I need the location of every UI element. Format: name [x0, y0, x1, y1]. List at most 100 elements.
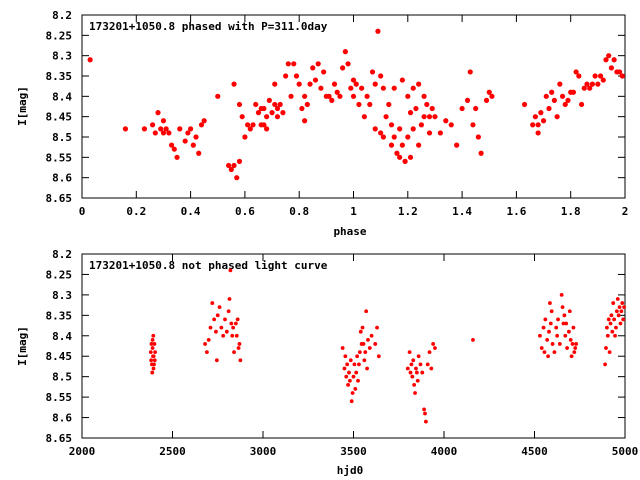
data-point: [607, 350, 612, 355]
data-point: [326, 93, 332, 99]
data-point: [163, 126, 169, 132]
data-point: [611, 57, 617, 63]
data-point: [274, 114, 281, 120]
data-point: [280, 110, 286, 116]
data-point: [174, 154, 180, 160]
data-point: [535, 130, 541, 136]
y-tick-label: 8.6: [52, 412, 72, 425]
data-point: [233, 321, 238, 326]
data-point: [346, 382, 350, 387]
data-point: [223, 317, 227, 322]
data-point: [399, 77, 405, 83]
data-point: [353, 387, 358, 391]
x-tick-label: 2000: [69, 445, 96, 458]
data-point: [413, 391, 417, 395]
data-point: [362, 358, 367, 363]
data-point: [554, 325, 559, 330]
data-point: [204, 350, 209, 355]
data-point: [421, 93, 427, 99]
data-point: [411, 358, 416, 363]
y-tick-label: 8.3: [52, 50, 72, 63]
y-tick-label: 8.25: [46, 29, 73, 42]
data-point: [277, 101, 283, 108]
data-point: [353, 81, 359, 87]
data-point: [151, 366, 156, 371]
data-point: [548, 321, 553, 326]
data-point: [150, 370, 155, 375]
y-tick-label: 8.55: [46, 391, 73, 404]
data-point: [422, 407, 426, 412]
data-point: [397, 154, 403, 160]
data-point: [302, 93, 308, 99]
data-point: [552, 350, 557, 355]
data-point: [166, 130, 172, 136]
data-point: [198, 122, 205, 128]
data-point: [188, 126, 194, 132]
data-point: [347, 378, 352, 383]
data-point: [538, 333, 542, 338]
data-point: [559, 292, 564, 297]
phased-light-curve-panel: 173201+1050.8 phased with P=311.0day pha…: [16, 9, 628, 238]
data-point: [160, 130, 167, 136]
chart-title: 173201+1050.8 not phased light curve: [89, 259, 328, 272]
data-point: [367, 101, 373, 108]
data-point: [356, 101, 362, 108]
data-point: [234, 333, 239, 338]
data-point: [378, 130, 384, 136]
data-point: [228, 166, 234, 173]
data-point: [454, 142, 460, 148]
data-point: [597, 73, 604, 79]
data-point: [352, 362, 357, 367]
data-point: [563, 333, 568, 338]
data-point: [549, 309, 554, 314]
data-point: [232, 350, 236, 355]
data-point: [350, 93, 357, 99]
data-point: [310, 65, 316, 71]
data-point: [414, 366, 418, 371]
data-point: [226, 162, 232, 169]
y-tick-label: 8.2: [52, 9, 72, 22]
data-point: [566, 329, 571, 334]
data-point: [559, 93, 566, 99]
data-point: [255, 110, 262, 116]
data-point: [285, 61, 291, 67]
data-point: [208, 325, 213, 330]
data-point: [215, 313, 220, 318]
data-point: [426, 130, 433, 136]
data-point: [410, 85, 416, 91]
data-point: [621, 317, 626, 322]
x-tick-label: 0: [79, 205, 86, 218]
x-tick-label: 5000: [612, 445, 639, 458]
data-point: [405, 366, 410, 371]
data-point: [266, 97, 272, 103]
x-tick-label: 1.6: [506, 205, 526, 218]
data-point: [150, 346, 155, 350]
data-point: [459, 105, 465, 112]
data-point: [410, 126, 416, 132]
data-point: [616, 313, 621, 318]
data-point: [550, 342, 555, 346]
data-point: [562, 101, 568, 108]
data-point: [545, 337, 550, 342]
data-point: [413, 105, 419, 112]
data-point: [539, 346, 544, 350]
data-point: [608, 65, 615, 71]
data-point: [567, 309, 572, 314]
data-point: [483, 97, 490, 103]
data-point: [604, 346, 608, 350]
x-axis-label: hjd0: [337, 464, 364, 477]
data-point: [543, 317, 548, 322]
data-point: [264, 126, 270, 132]
plot-frame: [81, 253, 626, 439]
data-point: [429, 105, 435, 112]
data-point: [574, 342, 579, 346]
data-point: [611, 301, 616, 305]
y-tick-label: 8.5: [52, 371, 72, 384]
data-point: [228, 268, 233, 273]
data-point: [160, 118, 167, 124]
data-point: [347, 370, 351, 375]
data-point: [432, 114, 438, 120]
data-point: [272, 101, 278, 108]
data-point: [214, 358, 219, 363]
data-point: [337, 93, 343, 99]
